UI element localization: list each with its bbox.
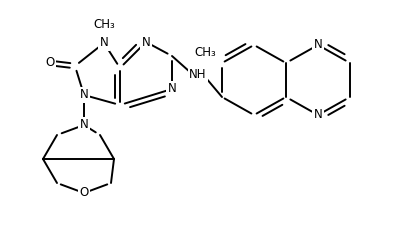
Text: N: N [314,109,322,122]
Text: O: O [46,56,55,69]
Text: N: N [142,35,150,49]
Text: NH: NH [189,69,207,81]
Text: N: N [168,83,176,95]
Text: N: N [100,36,109,50]
Text: N: N [80,89,88,101]
Text: N: N [80,119,88,132]
Text: N: N [314,39,322,51]
Text: O: O [79,187,89,199]
Text: CH₃: CH₃ [93,19,115,31]
Text: CH₃: CH₃ [194,45,216,59]
